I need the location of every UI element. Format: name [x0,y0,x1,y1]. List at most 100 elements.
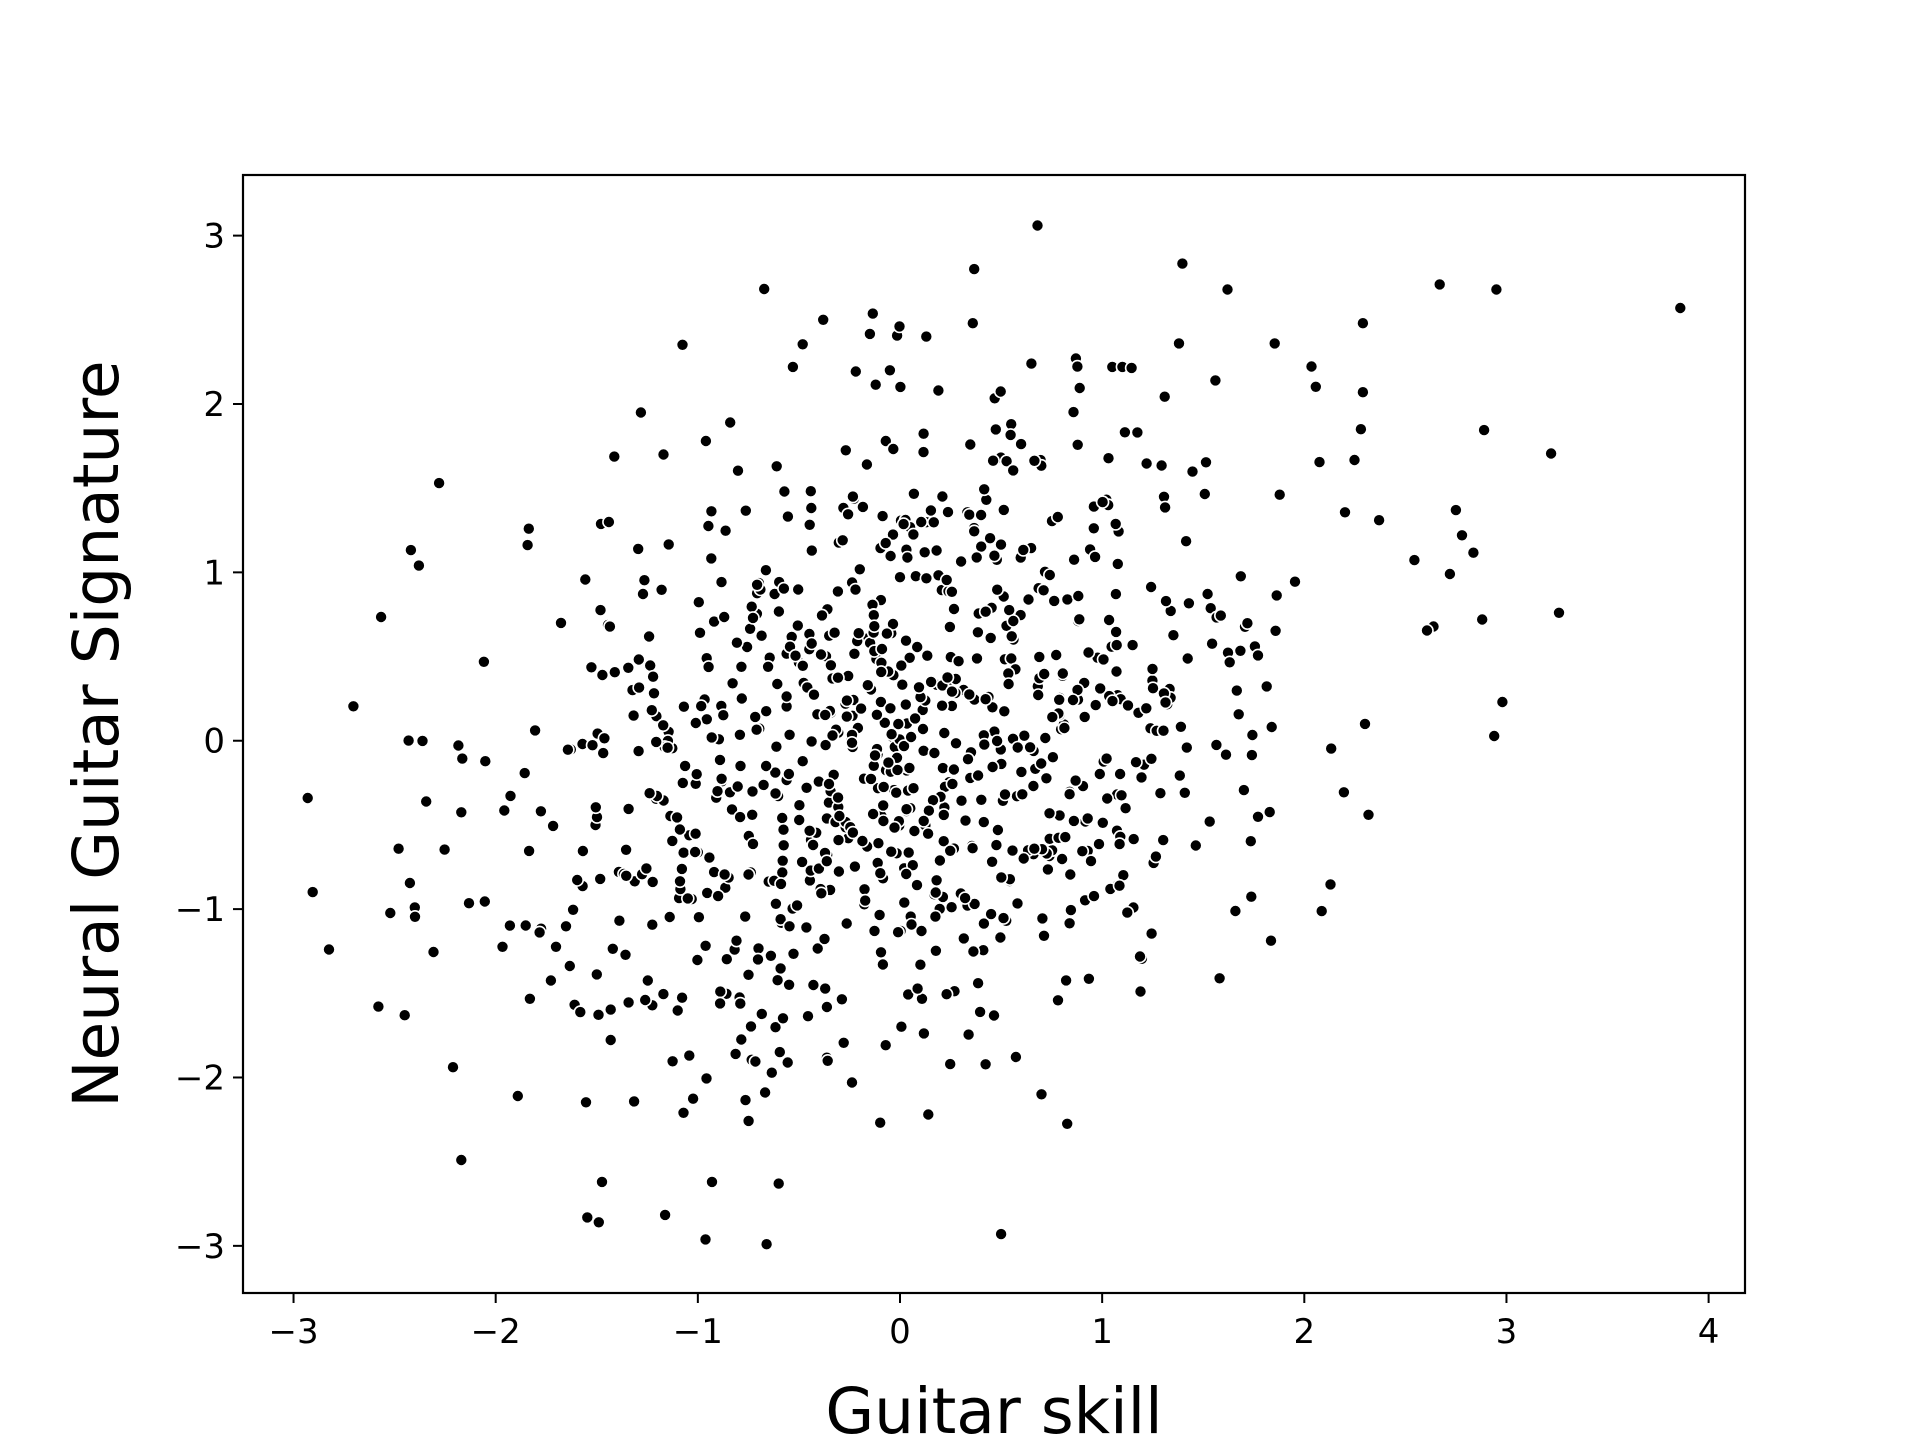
data-point [1199,455,1213,470]
data-point [401,733,416,748]
data-point [660,740,675,755]
data-point [559,919,573,934]
data-point [1219,747,1233,762]
data-point [1309,379,1323,394]
data-point [1072,612,1087,627]
data-point [1272,487,1287,502]
data-point [860,457,874,472]
data-point [845,1075,859,1090]
data-point [996,503,1011,517]
data-point [945,684,959,699]
data-point [990,734,1004,748]
data-point [1070,359,1085,374]
data-point [883,701,898,716]
data-point [415,734,430,748]
data-point [806,838,820,852]
data-point [944,900,959,915]
data-point [795,337,810,352]
data-point [546,819,560,833]
data-point [884,844,899,859]
data-point [1130,425,1145,440]
data-point [1264,933,1278,948]
data-point [322,942,336,957]
data-point [437,842,452,857]
data-point [1072,381,1087,395]
data-point [855,834,870,848]
data-point [916,814,931,828]
data-point [799,920,814,935]
data-point [928,909,943,924]
data-point [770,677,785,691]
data-point [1466,545,1481,560]
data-point [673,822,687,837]
data-point [705,1175,719,1189]
data-point [1101,451,1116,466]
data-point [702,850,717,865]
data-point [1060,1117,1074,1131]
data-point [876,957,890,972]
data-point [997,704,1012,719]
data-point [988,422,1003,437]
data-point [751,952,765,967]
data-point [768,786,783,801]
data-point [1264,720,1279,734]
data-point [1009,1050,1023,1064]
data-point [804,543,819,558]
data-point [605,941,620,956]
data-point [1064,903,1078,917]
data-point [840,693,854,708]
data-point [775,811,790,825]
data-point [746,611,760,625]
data-point [647,686,661,701]
data-point [1014,437,1028,451]
data-point [883,549,898,563]
data-point [770,973,785,988]
data-point [637,573,652,588]
data-point [462,896,476,911]
data-point [772,604,786,619]
data-point [626,708,641,723]
data-point [769,896,783,911]
data-point [1063,867,1078,882]
data-point [1154,458,1169,473]
data-point [759,1237,774,1251]
data-point [876,780,891,794]
data-point [1120,905,1135,920]
data-point [782,767,796,781]
data-point [856,500,870,514]
data-point [1102,613,1116,627]
data-point [1088,550,1102,564]
data-point [977,482,992,497]
data-point [899,867,914,881]
data-point [645,875,660,889]
data-point [661,537,676,552]
data-point [804,501,819,515]
data-point [878,1038,893,1052]
data-point [520,538,535,552]
data-point [1146,681,1160,696]
data-point [1047,594,1061,608]
data-point [973,1005,987,1019]
data-point [883,363,897,378]
data-point [894,658,909,673]
y-tick-label: −1 [175,890,225,930]
data-point [676,845,691,860]
data-point [986,453,1000,468]
data-point [478,754,493,769]
data-point [1129,755,1143,770]
data-point [1111,557,1125,571]
data-point [1096,652,1111,667]
data-point [503,789,518,803]
data-point [643,658,658,673]
data-point [866,807,880,821]
data-point [782,919,797,934]
data-point [1096,815,1110,830]
data-point [408,909,422,924]
data-point [846,489,860,504]
data-point [689,767,704,782]
data-point [746,837,760,851]
data-point [893,570,907,585]
data-point [1093,681,1107,696]
data-point [920,648,935,663]
